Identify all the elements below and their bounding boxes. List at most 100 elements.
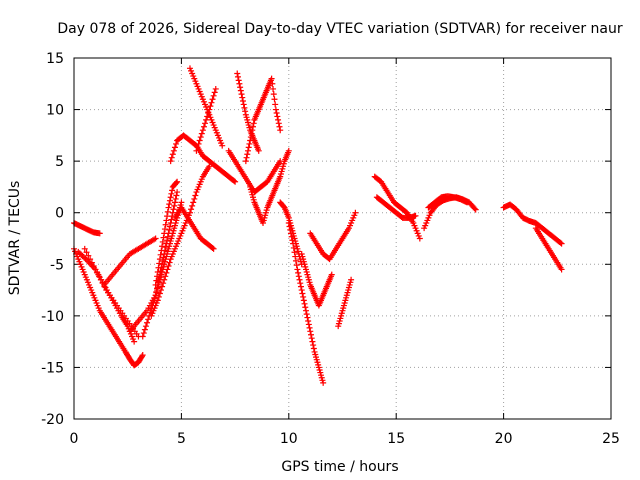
data-point — [211, 89, 218, 96]
data-point — [269, 80, 276, 87]
y-tick-label: -15 — [41, 360, 64, 376]
data-point — [239, 94, 246, 101]
x-tick-label: 10 — [280, 431, 298, 447]
data-point — [207, 103, 214, 110]
series-seg20 — [298, 250, 335, 309]
data-point — [159, 238, 166, 245]
data-point — [557, 239, 564, 246]
series-seg9 — [152, 178, 181, 288]
data-point — [153, 277, 160, 284]
data-point — [234, 73, 241, 80]
data-point — [238, 91, 245, 98]
data-point — [416, 235, 423, 242]
data-point — [94, 269, 101, 276]
data-point — [307, 328, 314, 335]
data-point — [271, 96, 278, 103]
data-point — [157, 251, 164, 258]
data-point — [156, 256, 163, 263]
data-point — [199, 127, 206, 134]
data-point — [352, 209, 359, 216]
data-point — [197, 134, 204, 141]
series-seg1 — [71, 220, 103, 237]
series-seg2 — [71, 245, 146, 369]
data-point — [164, 233, 171, 240]
data-point — [303, 311, 310, 318]
data-point — [328, 271, 335, 278]
data-point — [162, 221, 169, 228]
data-point — [296, 276, 303, 283]
data-point — [150, 299, 157, 306]
data-point — [90, 263, 97, 270]
data-point — [298, 287, 305, 294]
data-point — [305, 321, 312, 328]
series-seg27 — [500, 201, 565, 247]
data-point — [162, 273, 169, 280]
data-point — [219, 142, 226, 149]
data-point — [154, 273, 161, 280]
data-point — [167, 158, 174, 165]
data-point — [169, 209, 176, 216]
data-point — [164, 208, 171, 215]
data-point — [247, 134, 254, 141]
data-point — [152, 281, 159, 288]
data-point — [173, 140, 180, 147]
data-point — [161, 226, 168, 233]
data-point — [139, 333, 146, 340]
data-point — [164, 237, 171, 244]
y-tick-label: -10 — [41, 309, 64, 325]
series-seg24 — [373, 194, 419, 221]
data-point — [96, 230, 103, 237]
data-point — [159, 243, 166, 250]
data-point — [165, 263, 172, 270]
data-point — [159, 283, 166, 290]
data-point — [292, 253, 299, 260]
data-point — [144, 319, 151, 326]
data-point — [231, 177, 238, 184]
data-point — [156, 290, 163, 297]
data-point — [151, 295, 158, 302]
data-point — [232, 178, 239, 185]
data-point — [166, 201, 173, 208]
data-point — [141, 326, 148, 333]
data-point — [208, 99, 215, 106]
data-point — [268, 75, 275, 82]
data-point — [163, 240, 170, 247]
x-axis-label: GPS time / hours — [281, 459, 398, 475]
data-point — [87, 256, 94, 263]
data-point — [173, 192, 180, 199]
data-point — [287, 226, 294, 233]
data-point — [156, 260, 163, 267]
data-point — [172, 195, 179, 202]
series-seg22 — [335, 276, 355, 330]
data-point — [189, 202, 196, 209]
data-point — [292, 257, 299, 264]
data-point — [274, 113, 281, 120]
data-point — [300, 293, 307, 300]
data-point — [239, 97, 246, 104]
data-point — [304, 314, 311, 321]
data-point — [234, 70, 241, 77]
data-point — [168, 216, 175, 223]
data-point — [310, 342, 317, 349]
data-point — [161, 230, 168, 237]
y-tick-label: 10 — [46, 103, 64, 119]
data-points — [71, 65, 565, 386]
data-point — [297, 280, 304, 287]
data-point — [295, 269, 302, 276]
data-point — [275, 120, 282, 127]
data-point — [412, 212, 419, 219]
y-tick-label: 0 — [55, 206, 64, 222]
data-point — [471, 205, 478, 212]
data-point — [242, 158, 249, 165]
data-point — [154, 269, 161, 276]
data-point — [155, 293, 162, 300]
data-point — [290, 240, 297, 247]
data-point — [154, 297, 161, 304]
data-point — [142, 323, 149, 330]
data-point — [273, 110, 280, 117]
series-seg26 — [425, 193, 471, 211]
data-point — [243, 154, 250, 161]
series-seg10 — [167, 132, 239, 185]
series-seg28 — [532, 225, 565, 273]
y-tick-label: -20 — [41, 412, 64, 428]
